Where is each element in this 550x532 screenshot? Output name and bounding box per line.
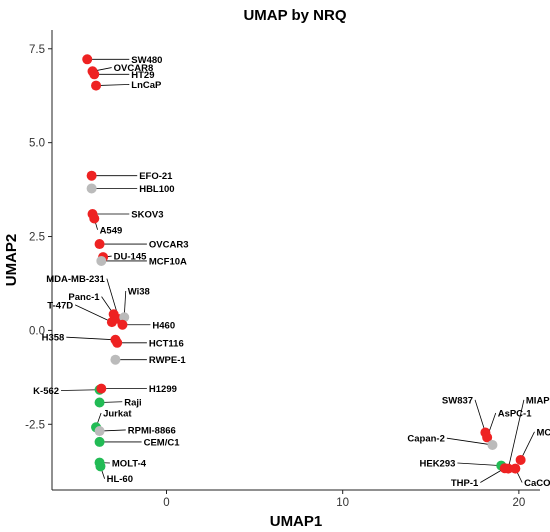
point-label: HL-60 [107,474,133,485]
point-label: MOLT-4 [112,458,147,469]
point-label: H1299 [149,384,177,395]
data-point [510,463,521,474]
data-point [112,337,123,348]
leader-line [66,336,116,341]
data-point [95,461,106,472]
point-label: THP-1 [451,478,479,489]
point-label: Wi38 [128,286,150,297]
x-tick-label: 20 [512,497,525,509]
data-point [96,383,107,394]
leader-line [446,437,493,446]
point-label: Jurkat [103,409,132,420]
point-label: OVCAR3 [149,240,189,251]
point-label: MCF10A [149,256,187,267]
point-label: Panc-1 [68,292,100,303]
point-label: T-47D [47,300,73,311]
x-axis-ticks: 0 10 20 [163,490,525,509]
leader-line [96,84,130,86]
point-label: OVCAR8 [114,63,154,74]
point-label: AsPC-1 [498,409,533,420]
data-point [96,255,107,266]
y-axis-title: UMAP2 [3,234,20,287]
y-tick-label: 2.5 [29,232,45,244]
point-label: RWPE-1 [149,355,186,366]
point-label: H460 [152,320,175,331]
point-label: EFO-21 [139,171,173,182]
point-label: SW480 [131,55,162,66]
data-point [94,397,105,408]
x-axis-title: UMAP1 [270,513,323,530]
data-point [515,454,526,465]
data-point [94,239,105,250]
data-point [89,213,100,224]
point-label: HEK293 [420,458,456,469]
point-label: CaCO-2 [524,478,550,489]
plot-panel [52,30,540,490]
data-point [482,432,493,443]
data-point [86,170,97,181]
point-label: SKOV3 [131,210,163,221]
point-label: RPMI-8866 [128,425,176,436]
y-axis-ticks: -2.5 0.0 2.5 5.0 7.5 [25,44,52,431]
point-label: LnCaP [131,80,162,91]
point-label: MIAPaCa-2 [526,395,550,406]
data-point [487,439,498,450]
point-label: HT29 [131,70,154,81]
point-label: DU-145 [114,252,147,263]
data-point [86,183,97,194]
point-label: Raji [124,397,141,408]
leader-line [520,431,535,461]
point-label: HBL100 [139,184,174,195]
x-tick-label: 10 [336,497,349,509]
data-point [110,354,121,365]
chart-title: UMAP by NRQ [243,7,346,24]
point-label: MDA-MB-231 [46,274,105,285]
point-label: Capan-2 [407,434,444,445]
data-points [82,54,526,474]
data-point [108,309,119,320]
leader-line [474,399,486,433]
point-label: K-562 [33,386,59,397]
leader-line [74,304,113,323]
y-tick-label: 5.0 [29,138,45,150]
data-point [89,69,100,80]
point-label: HCT116 [149,338,184,349]
data-point [94,436,105,447]
point-label: MCF-7 [536,427,550,438]
leader-line [457,462,502,466]
leader-line [507,399,525,469]
point-label: H358 [42,333,65,344]
data-point [117,319,128,330]
data-point [106,317,117,328]
data-point [94,426,105,437]
y-tick-label: 7.5 [29,44,45,56]
point-label: A549 [100,225,123,236]
point-label: SW837 [442,395,473,406]
point-label: CEM/C1 [144,437,181,448]
data-point [499,463,510,474]
y-tick-label: 0.0 [29,325,45,337]
leader-line [61,389,100,391]
data-point [82,54,93,65]
y-tick-label: -2.5 [25,419,45,431]
data-point [91,80,102,91]
x-tick-label: 0 [163,497,169,509]
data-point [119,312,130,323]
